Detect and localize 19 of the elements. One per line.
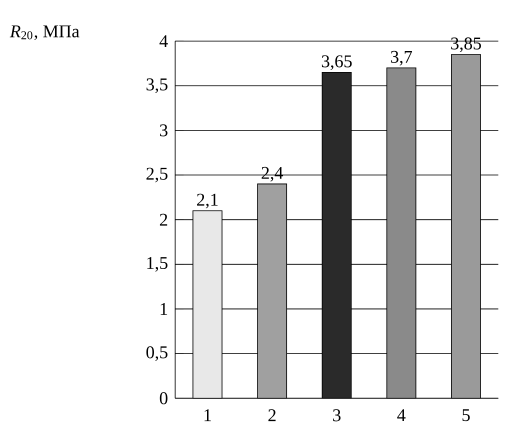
- y-tick-label: 2,5: [146, 168, 168, 182]
- x-tick-label: 2: [268, 409, 276, 422]
- x-tick-label: 3: [333, 409, 341, 422]
- data-label: 3,65: [322, 55, 352, 70]
- y-tick-label: 3,5: [146, 78, 168, 94]
- y-tick-label: 1: [160, 302, 168, 315]
- data-label: 2,1: [197, 194, 218, 208]
- y-tick-label: 3: [160, 124, 168, 136]
- y-tick-label: 2: [160, 214, 168, 226]
- y-axis-title: R$_{20}$, МПа: [10, 25, 80, 40]
- x-tick-label: 4: [397, 409, 406, 422]
- data-label: 3,85: [451, 37, 481, 52]
- x-tick-label: 5: [462, 409, 470, 422]
- data-label: 3,7: [390, 50, 412, 66]
- y-tick-label: 0: [160, 392, 168, 404]
- y-tick-label: 1,5: [147, 256, 168, 272]
- x-tick-label: 1: [204, 409, 211, 422]
- y-tick-label: 0,5: [146, 346, 168, 361]
- y-tick-label: 4: [160, 35, 168, 47]
